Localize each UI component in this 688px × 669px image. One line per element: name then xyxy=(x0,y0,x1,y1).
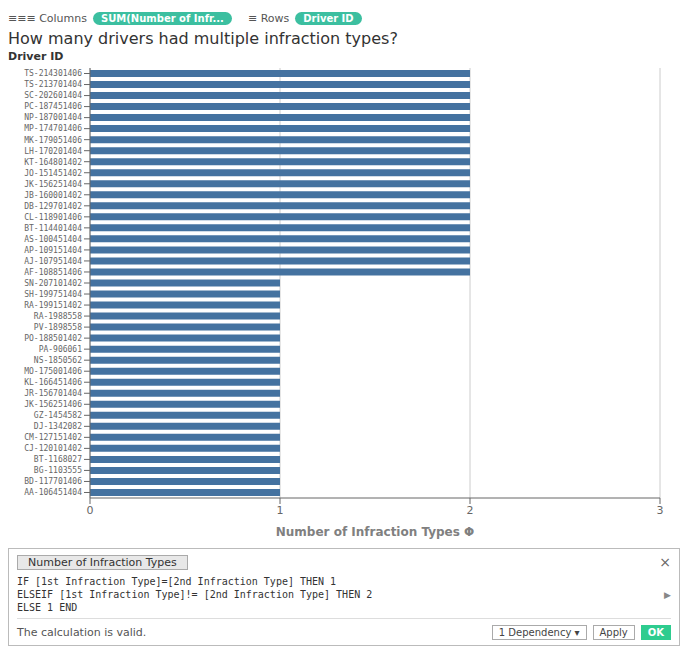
svg-text:AF-108851406: AF-108851406 xyxy=(24,268,82,277)
html-text:OK: OK xyxy=(647,626,664,638)
svg-text:NP-187001404: NP-187001404 xyxy=(24,113,82,122)
svg-text:JK-156251404: JK-156251404 xyxy=(24,180,82,189)
svg-text:SH-199751404: SH-199751404 xyxy=(24,290,82,299)
svg-text:PO-188501402: PO-188501402 xyxy=(24,334,82,343)
html-text:ELSE 1 END: ELSE 1 END xyxy=(17,602,78,613)
svg-text:RA-1988558: RA-1988558 xyxy=(34,312,82,321)
svg-text:PV-1898558: PV-1898558 xyxy=(34,323,82,332)
html-text:Driver ID: Driver ID xyxy=(303,12,354,24)
svg-text:1: 1 xyxy=(277,504,284,517)
svg-text:2: 2 xyxy=(467,504,474,517)
svg-text:SN-207101402: SN-207101402 xyxy=(24,279,82,288)
html-text:SUM(Number of Infr...: SUM(Number of Infr... xyxy=(101,12,224,24)
svg-text:MO-175001406: MO-175001406 xyxy=(24,367,82,376)
svg-text:DB-129701402: DB-129701402 xyxy=(24,202,82,211)
svg-text:KL-166451406: KL-166451406 xyxy=(24,378,82,387)
html-text:Number of Infraction Types: Number of Infraction Types xyxy=(28,555,177,569)
svg-text:BT-114401404: BT-114401404 xyxy=(24,224,82,233)
svg-text:SC-202601404: SC-202601404 xyxy=(24,91,82,100)
html-text:How many drivers had multiple: How many drivers had multiple infraction… xyxy=(8,29,398,48)
svg-text:NS-1850562: NS-1850562 xyxy=(34,356,82,365)
svg-text:RA-199151402: RA-199151402 xyxy=(24,301,82,310)
html-text:Apply: Apply xyxy=(599,626,628,638)
svg-text:GZ-1454582: GZ-1454582 xyxy=(34,411,82,420)
svg-text:CM-127151402: CM-127151402 xyxy=(24,433,82,442)
svg-text:PA-906061: PA-906061 xyxy=(39,345,83,354)
svg-text:3: 3 xyxy=(657,504,664,517)
svg-text:0: 0 xyxy=(87,504,94,517)
svg-text:MK-179051406: MK-179051406 xyxy=(24,136,82,145)
svg-text:BD-117701406: BD-117701406 xyxy=(24,477,82,486)
html-text:Driver ID: Driver ID xyxy=(8,50,64,63)
svg-text:PC-187451406: PC-187451406 xyxy=(24,102,82,111)
svg-text:AA-106451404: AA-106451404 xyxy=(24,488,82,497)
svg-text:AP-109151404: AP-109151404 xyxy=(24,246,82,255)
svg-text:LH-170201404: LH-170201404 xyxy=(24,147,82,156)
svg-text:KT-164801402: KT-164801402 xyxy=(24,158,82,167)
html-text:IF [1st Infraction Type]=[2nd: IF [1st Infraction Type]=[2nd Infraction… xyxy=(17,576,337,587)
html-text:≡ Rows: ≡ Rows xyxy=(247,11,290,25)
html-text:The calculation is valid.: The calculation is valid. xyxy=(17,625,147,639)
svg-text:TS-214301406: TS-214301406 xyxy=(24,69,82,78)
svg-text:JO-151451402: JO-151451402 xyxy=(24,169,82,178)
html-text:≡≡≡ Columns: ≡≡≡ Columns xyxy=(8,11,87,25)
html-text:1 Dependency ▾: 1 Dependency ▾ xyxy=(498,626,580,638)
svg-text:MP-174701406: MP-174701406 xyxy=(24,124,82,133)
svg-text:BG-1103555: BG-1103555 xyxy=(34,466,82,475)
svg-text:DJ-1342082: DJ-1342082 xyxy=(34,422,82,431)
svg-text:JB-160001402: JB-160001402 xyxy=(24,191,82,200)
svg-text:BT-1168027: BT-1168027 xyxy=(34,455,82,464)
svg-text:CL-118901406: CL-118901406 xyxy=(24,213,82,222)
svg-text:Number of Infraction Types Φ: Number of Infraction Types Φ xyxy=(276,525,475,539)
svg-text:JR-156701404: JR-156701404 xyxy=(24,389,82,398)
svg-text:CJ-120101402: CJ-120101402 xyxy=(24,444,82,453)
svg-text:TS-213701404: TS-213701404 xyxy=(24,80,82,89)
html-text:ELSEIF [1st Infraction Type]!=: ELSEIF [1st Infraction Type]!= [2nd Infr… xyxy=(17,589,373,600)
svg-text:JK-156251406: JK-156251406 xyxy=(24,400,82,409)
svg-text:AS-100451404: AS-100451404 xyxy=(24,235,82,244)
svg-text:AJ-107951404: AJ-107951404 xyxy=(24,257,82,266)
